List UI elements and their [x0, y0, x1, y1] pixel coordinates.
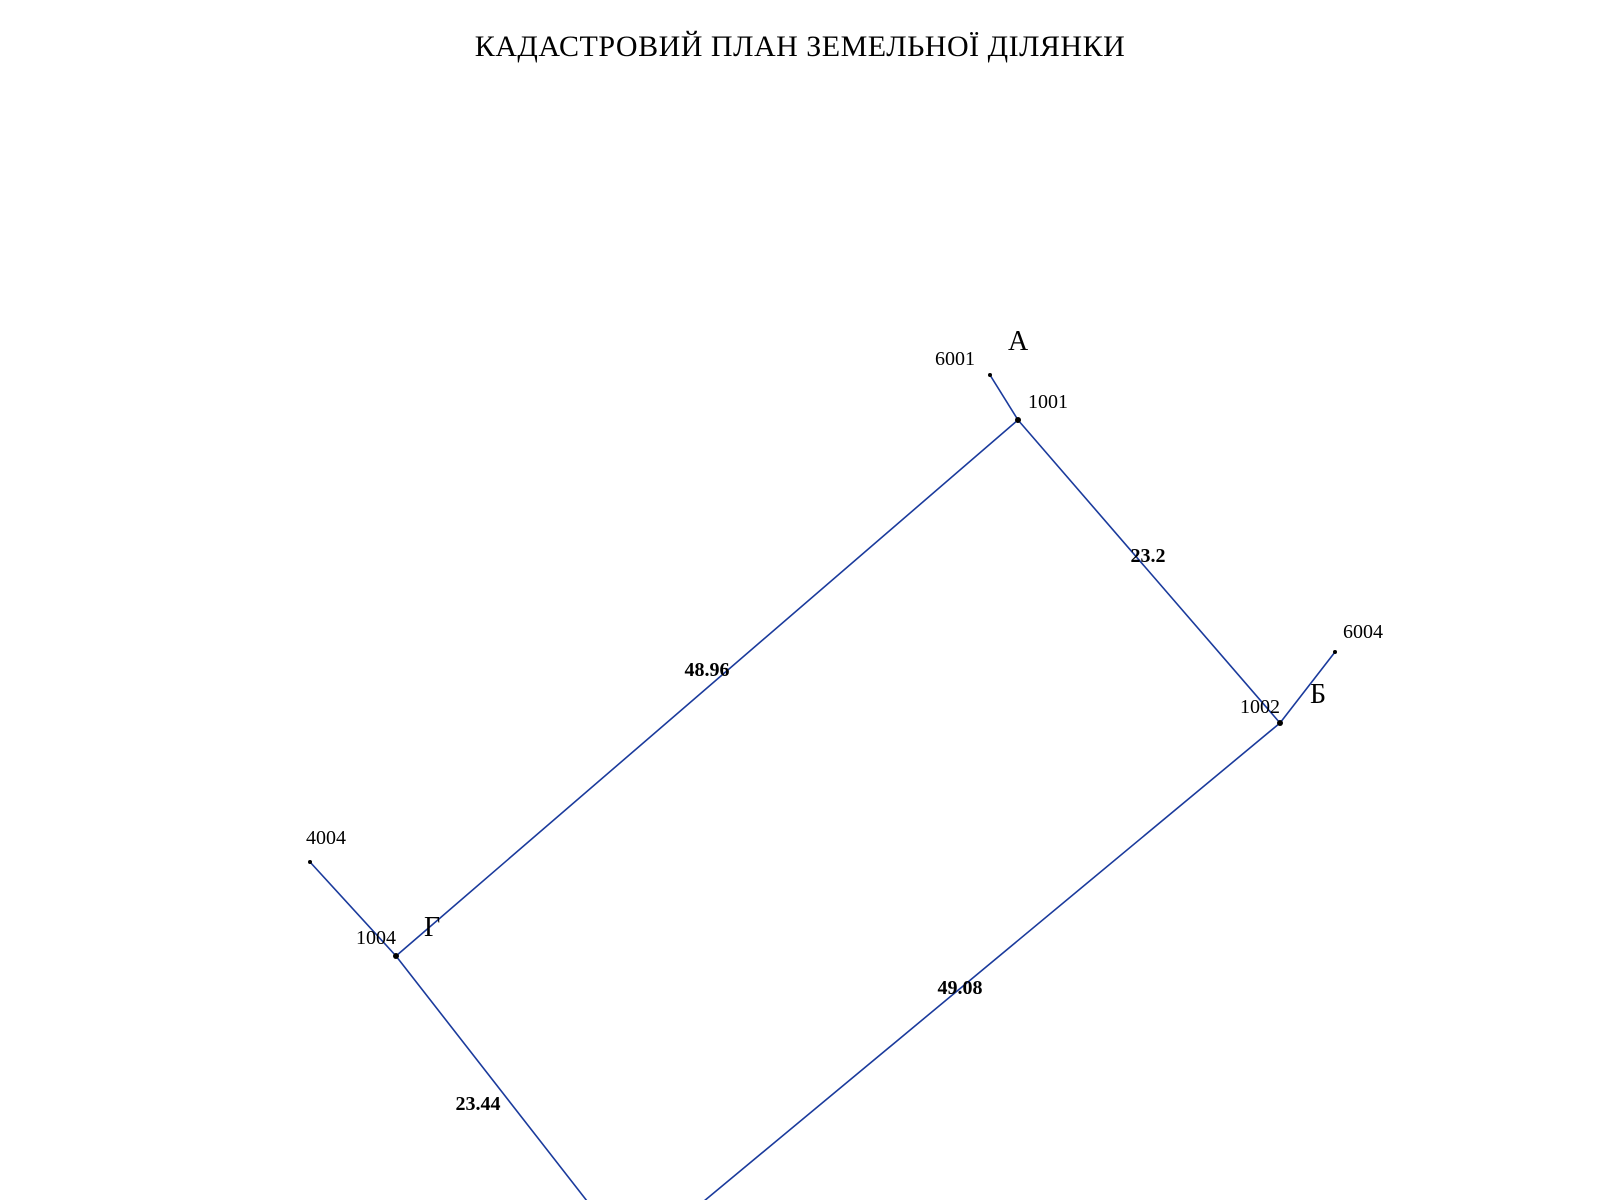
labels-layer: 23.2 48.96 49.08 23.44 6001 1001 1002 6004 1004 4…: [306, 326, 1383, 1115]
nodes-layer: [308, 373, 1337, 1200]
survey-node-id: 6004: [1343, 621, 1383, 643]
edge-length-label: 49.08: [938, 977, 983, 999]
survey-node: [1015, 417, 1021, 423]
corner-letter: Б: [1310, 679, 1326, 710]
survey-node-id: 4004: [306, 827, 346, 849]
survey-node: [1277, 720, 1283, 726]
parcel-edge: [633, 723, 1280, 1200]
parcel-edge: [990, 375, 1018, 420]
survey-node-id: 1002: [1240, 696, 1280, 718]
survey-node: [393, 953, 399, 959]
parcel-edge: [396, 956, 633, 1200]
survey-node-id: 6001: [935, 348, 975, 370]
edges-layer: [310, 375, 1335, 1200]
survey-node: [1333, 650, 1337, 654]
survey-node-id: 1001: [1028, 391, 1068, 413]
survey-node-id: 1004: [356, 927, 396, 949]
parcel-edge: [1280, 652, 1335, 723]
corner-letter: Г: [424, 912, 440, 943]
survey-node: [988, 373, 992, 377]
parcel-edge: [396, 420, 1018, 956]
parcel-edge: [1018, 420, 1280, 723]
edge-length-label: 23.44: [456, 1093, 501, 1115]
edge-length-label: 48.96: [685, 659, 730, 681]
survey-node: [308, 860, 312, 864]
edge-length-label: 23.2: [1131, 545, 1166, 567]
corner-letter: А: [1008, 326, 1029, 357]
cadastral-plan-canvas: 23.2 48.96 49.08 23.44 6001 1001 1002 6004 1004 4…: [0, 0, 1600, 1200]
